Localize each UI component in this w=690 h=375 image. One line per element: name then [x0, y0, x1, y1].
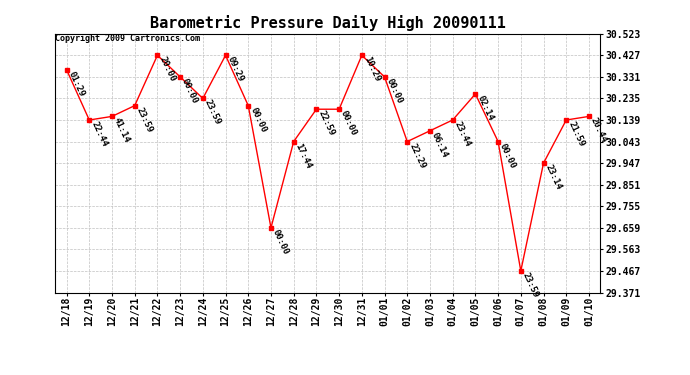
- Text: 00:00: 00:00: [498, 142, 518, 170]
- Text: 17:44: 17:44: [294, 142, 313, 170]
- Text: 41:14: 41:14: [112, 116, 132, 145]
- Text: 00:00: 00:00: [384, 77, 404, 105]
- Text: 20:00: 20:00: [157, 56, 177, 84]
- Text: 22:29: 22:29: [407, 142, 426, 170]
- Text: 00:00: 00:00: [248, 106, 268, 134]
- Text: 23:59: 23:59: [521, 271, 540, 299]
- Text: 20:44: 20:44: [589, 116, 609, 145]
- Text: 22:44: 22:44: [89, 120, 109, 148]
- Text: 06:14: 06:14: [430, 131, 449, 159]
- Text: 10:29: 10:29: [362, 56, 382, 84]
- Title: Barometric Pressure Daily High 20090111: Barometric Pressure Daily High 20090111: [150, 15, 506, 31]
- Text: 22:59: 22:59: [317, 109, 336, 137]
- Text: 09:29: 09:29: [226, 56, 245, 84]
- Text: 23:59: 23:59: [135, 106, 154, 134]
- Text: 23:59: 23:59: [203, 99, 222, 127]
- Text: 01:29: 01:29: [66, 70, 86, 98]
- Text: Copyright 2009 Cartronics.Com: Copyright 2009 Cartronics.Com: [55, 34, 200, 43]
- Text: 00:00: 00:00: [180, 77, 199, 105]
- Text: 23:14: 23:14: [544, 163, 563, 191]
- Text: 00:00: 00:00: [339, 109, 359, 137]
- Text: 02:14: 02:14: [475, 94, 495, 122]
- Text: 23:44: 23:44: [453, 120, 472, 148]
- Text: 00:00: 00:00: [271, 228, 290, 256]
- Text: 21:59: 21:59: [566, 120, 586, 148]
